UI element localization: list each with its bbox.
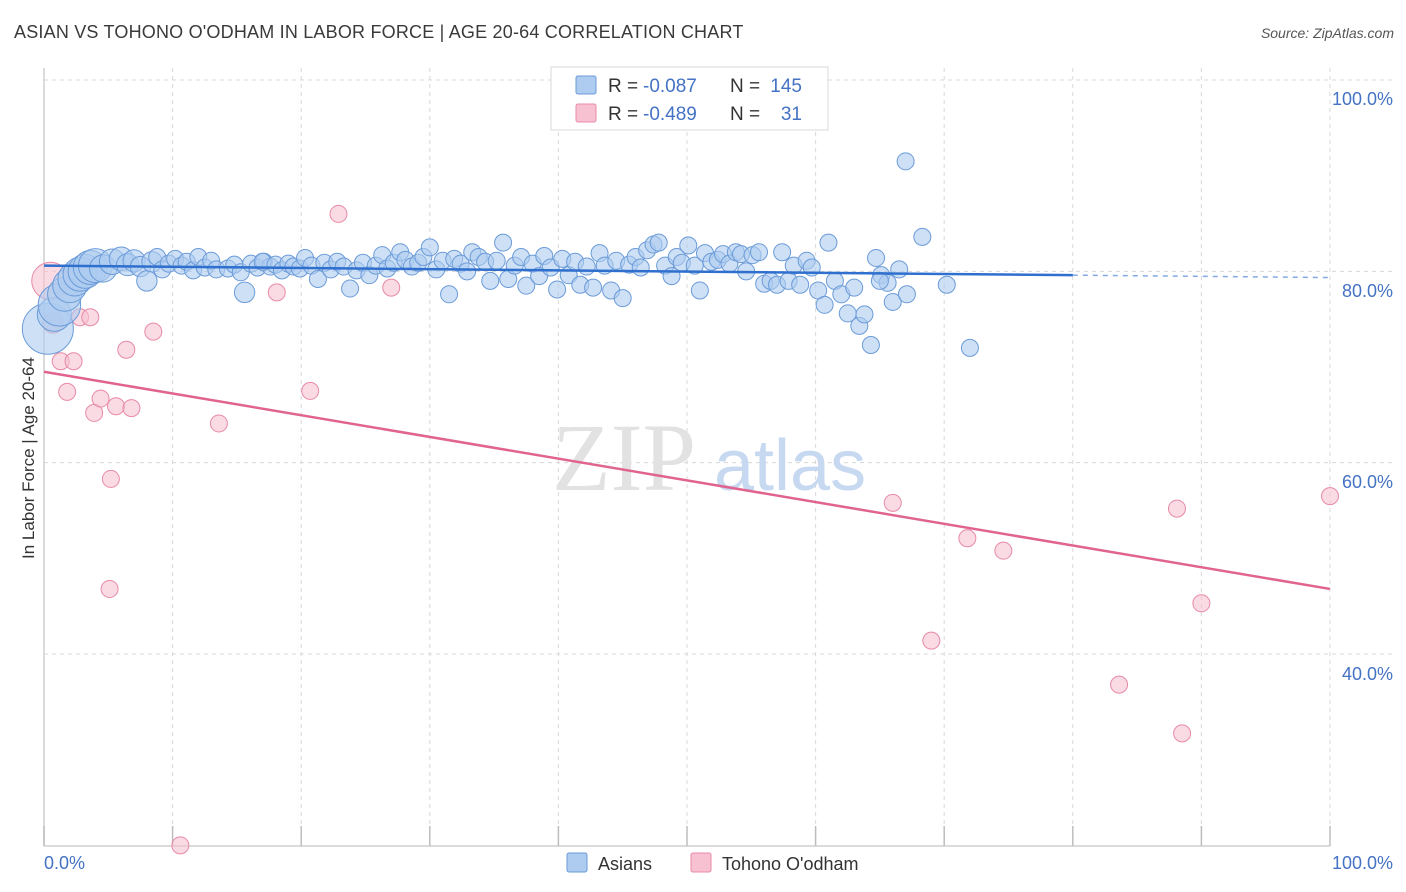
asian-point (773, 243, 792, 262)
tohono-point (1173, 724, 1192, 743)
y-tick-label-40: 40.0% (1342, 664, 1393, 684)
tohono-point (958, 529, 977, 548)
bottom-legend-swatch-tohono (690, 852, 712, 873)
asian-point (679, 236, 698, 255)
asian-point (649, 233, 668, 252)
legend-swatch-tohono (575, 103, 597, 123)
asian-point (791, 275, 810, 294)
source-label: Source: ZipAtlas.com (1260, 25, 1394, 41)
asian-point (855, 305, 874, 324)
watermark-zip: ZIP (552, 404, 696, 511)
asian-point (487, 251, 506, 270)
tohono-point (91, 389, 110, 408)
tohono-point (994, 541, 1013, 560)
asian-point (548, 280, 567, 299)
tohono-point (883, 493, 902, 512)
asian-points (21, 152, 979, 357)
asian-point (308, 269, 327, 288)
tohono-point (117, 340, 136, 359)
chart-title: ASIAN VS TOHONO O'ODHAM IN LABOR FORCE |… (14, 22, 744, 42)
legend-n-value-tohono: 31 (781, 104, 802, 125)
legend-box (550, 66, 829, 131)
asian-point (845, 278, 864, 297)
legend-r-value-tohono: -0.489 (643, 104, 697, 125)
bottom-legend-swatch-asian (566, 852, 588, 873)
asian-point (631, 258, 650, 277)
bottom-legend: Asians Tohono O'odham (566, 852, 859, 874)
asian-point (890, 260, 909, 279)
legend-n-value-asian: 145 (770, 76, 802, 97)
bottom-legend-label-asian: Asians (598, 854, 652, 874)
asian-point (458, 262, 477, 281)
asian-point (883, 292, 902, 311)
asian-point (815, 295, 834, 314)
tohono-trend-line (43, 370, 1331, 591)
tohono-point (107, 397, 126, 416)
axes (43, 68, 1331, 847)
tohono-point (64, 352, 83, 371)
y-tick-label-60: 60.0% (1342, 472, 1393, 492)
legend-swatch-asian (575, 75, 597, 95)
legend-r-value-asian: -0.087 (643, 76, 697, 97)
tohono-point (58, 382, 77, 401)
asian-point (685, 256, 704, 275)
asian-point (613, 289, 632, 308)
zipatlas-watermark: ZIP atlas (552, 404, 866, 511)
asian-point (913, 227, 932, 246)
tohono-point (1110, 675, 1129, 694)
tick-labels: 0.0% 100.0% 40.0% 60.0% 80.0% 100.0% (44, 89, 1393, 873)
legend-r-label-asian: R = (608, 76, 638, 97)
asian-point (494, 233, 513, 252)
tohono-point (1192, 594, 1211, 613)
tohono-point (171, 836, 190, 855)
asian-point (577, 257, 596, 276)
asian-point (517, 276, 536, 295)
trend-lines (43, 264, 1331, 591)
asian-point (870, 271, 889, 290)
y-tick-label-100: 100.0% (1332, 89, 1393, 109)
tohono-point (209, 414, 228, 433)
asian-point (136, 270, 158, 292)
tohono-point (101, 469, 120, 488)
asian-point (341, 279, 360, 298)
asian-point (440, 285, 459, 304)
legend-n-label-tohono: N = (730, 104, 760, 125)
legend: R = -0.087 N = 145 R = -0.489 N = 31 (550, 66, 829, 131)
asian-point (896, 152, 915, 171)
legend-n-label-asian: N = (730, 76, 760, 97)
x-tick-label-min: 0.0% (44, 853, 85, 873)
asian-point (420, 238, 439, 257)
asian-point (819, 233, 838, 252)
tohono-point (1321, 487, 1339, 506)
asian-point (897, 285, 916, 304)
asian-point (690, 281, 709, 300)
tohono-point (267, 283, 286, 302)
watermark-atlas: atlas (714, 426, 866, 506)
asian-trend-line (43, 264, 1073, 277)
asian-point (481, 271, 500, 290)
asian-point (584, 278, 603, 297)
asian-point (867, 248, 886, 267)
y-axis-title: In Labor Force | Age 20-64 (19, 357, 38, 559)
legend-r-label-tohono: R = (608, 104, 638, 125)
asian-trend-extension (1072, 274, 1331, 279)
asian-point (960, 338, 979, 357)
tohono-point (144, 322, 163, 341)
tohono-point (81, 308, 100, 327)
asian-point (861, 335, 880, 354)
tohono-point (382, 278, 401, 297)
tohono-point (329, 204, 348, 223)
asian-point (750, 243, 769, 262)
tohono-point (922, 631, 941, 650)
tohono-point (122, 399, 141, 418)
x-tick-label-max: 100.0% (1332, 853, 1393, 873)
asian-point (937, 275, 956, 294)
tohono-point (1167, 499, 1186, 518)
y-tick-label-80: 80.0% (1342, 281, 1393, 301)
tohono-point (301, 381, 320, 400)
tohono-point (100, 579, 119, 598)
bottom-legend-label-tohono: Tohono O'odham (722, 854, 859, 874)
asian-point (233, 281, 256, 304)
